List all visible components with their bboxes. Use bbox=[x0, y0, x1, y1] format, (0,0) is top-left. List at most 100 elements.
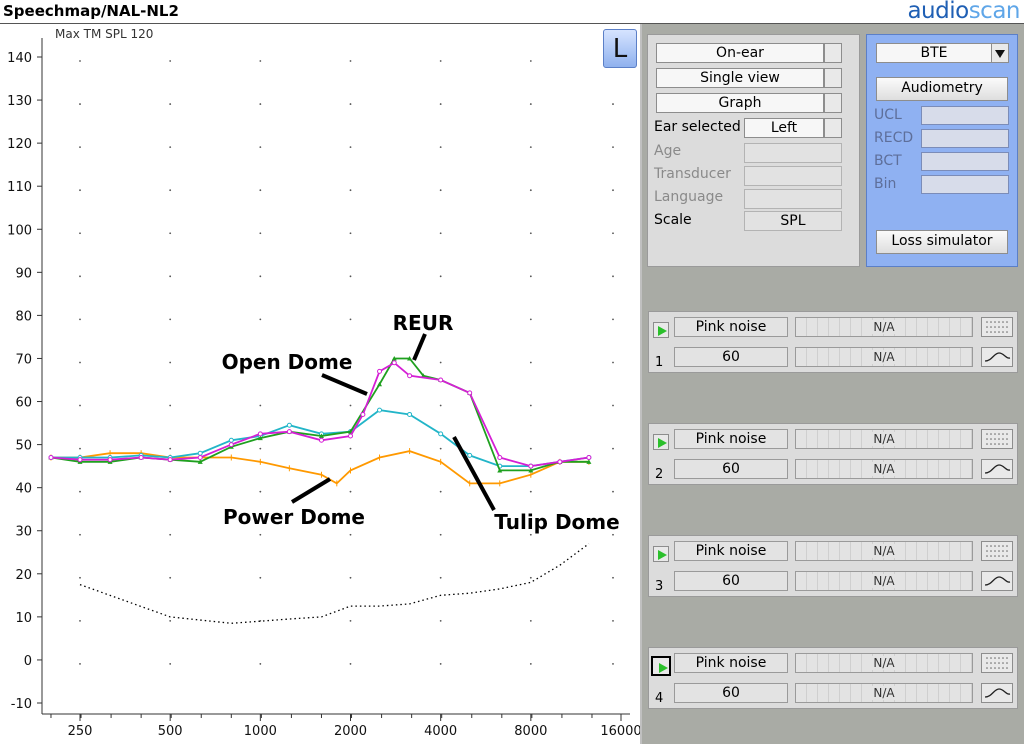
annotation-pointer bbox=[321, 373, 368, 396]
play-test-3-button[interactable] bbox=[653, 546, 669, 562]
max-tm-spl-label: Max TM SPL 120 bbox=[55, 27, 154, 41]
grid-dot bbox=[349, 189, 352, 192]
series-line-5 bbox=[79, 543, 590, 624]
loss-simulator-button[interactable]: Loss simulator bbox=[876, 230, 1008, 254]
grid-dot bbox=[79, 490, 81, 493]
mode-select[interactable]: On-ear bbox=[656, 43, 824, 63]
stimulus-select[interactable]: Pink noise bbox=[674, 653, 788, 673]
grid-dot bbox=[612, 447, 614, 450]
curve-icon[interactable] bbox=[981, 571, 1013, 591]
series-point bbox=[407, 411, 413, 417]
grid-dot bbox=[439, 447, 442, 450]
grid-dot bbox=[612, 189, 614, 192]
transducer-field bbox=[744, 166, 842, 186]
y-tick-label: 70 bbox=[15, 352, 32, 367]
mode-select-button[interactable] bbox=[824, 43, 842, 63]
grid-dot bbox=[612, 275, 614, 278]
audiometry-button[interactable]: Audiometry bbox=[876, 77, 1008, 101]
y-tick-label: -10 bbox=[11, 697, 32, 712]
grid-dot bbox=[349, 232, 352, 235]
test-panel-4: 4 Pink noise 60 N/A N/A bbox=[648, 647, 1018, 709]
app-title: Speechmap/NAL-NL2 bbox=[3, 2, 179, 20]
stimulus-select[interactable]: Pink noise bbox=[674, 541, 788, 561]
grid-dot bbox=[439, 318, 442, 321]
grid-dot bbox=[79, 275, 81, 278]
y-tick-label: 60 bbox=[15, 396, 32, 411]
play-test-1-button[interactable] bbox=[653, 322, 669, 338]
dot-grid-icon[interactable] bbox=[981, 653, 1013, 673]
dot-grid-icon[interactable] bbox=[981, 317, 1013, 337]
series-point bbox=[197, 450, 203, 456]
series-point bbox=[391, 360, 397, 366]
grid-dot bbox=[529, 533, 532, 536]
ucl-field bbox=[921, 106, 1009, 125]
device-type-dropdown-button[interactable] bbox=[991, 43, 1009, 63]
grid-dot bbox=[529, 619, 532, 622]
series-point bbox=[228, 442, 234, 448]
language-label: Language bbox=[654, 189, 724, 205]
level-select[interactable]: 60 bbox=[674, 683, 788, 703]
settings-panel: On-ear Single view Graph Ear selected Le… bbox=[647, 34, 860, 267]
display-select[interactable]: Graph bbox=[656, 93, 824, 113]
grid-dot bbox=[349, 361, 352, 364]
series-point bbox=[377, 381, 383, 387]
speechmap-chart[interactable]: -10 0 10 20 30 40 50 60 70 80 90 100 110 120 130 140 250… bbox=[0, 24, 642, 744]
dot-grid-icon[interactable] bbox=[981, 541, 1013, 561]
y-tick-label: 50 bbox=[15, 439, 32, 454]
curve-icon[interactable] bbox=[981, 347, 1013, 367]
grid-dot bbox=[439, 663, 442, 665]
series-point bbox=[467, 390, 473, 396]
result-bottom-field: N/A bbox=[795, 459, 973, 479]
grid-dot bbox=[259, 576, 262, 579]
grid-dot bbox=[169, 318, 172, 321]
ear-selected-field[interactable]: Left bbox=[744, 118, 824, 138]
dot-grid-icon[interactable] bbox=[981, 429, 1013, 449]
grid-dot bbox=[612, 404, 614, 407]
grid-dot bbox=[169, 60, 172, 62]
grid-dot bbox=[529, 189, 532, 192]
ear-indicator-button[interactable]: L bbox=[603, 29, 637, 68]
curve-icon[interactable] bbox=[981, 683, 1013, 703]
result-bottom-field: N/A bbox=[795, 683, 973, 703]
grid-dot bbox=[79, 447, 81, 450]
series-point bbox=[348, 433, 353, 439]
y-tick-label: 90 bbox=[15, 266, 32, 281]
grid-dot bbox=[169, 275, 172, 278]
ear-selected-button[interactable] bbox=[824, 118, 842, 138]
display-select-button[interactable] bbox=[824, 93, 842, 113]
level-select[interactable]: 60 bbox=[674, 347, 788, 367]
test-index: 2 bbox=[655, 467, 664, 482]
result-top-field: N/A bbox=[795, 317, 973, 337]
ear-selected-label: Ear selected bbox=[654, 119, 741, 135]
grid-dot bbox=[169, 533, 172, 536]
scale-label: Scale bbox=[654, 212, 692, 228]
result-top-field: N/A bbox=[795, 653, 973, 673]
stimulus-select[interactable]: Pink noise bbox=[674, 429, 788, 449]
level-select[interactable]: 60 bbox=[674, 459, 788, 479]
grid-dot bbox=[439, 60, 442, 62]
grid-dot bbox=[612, 576, 614, 579]
grid-dot bbox=[439, 404, 442, 407]
result-bottom-field: N/A bbox=[795, 571, 973, 591]
device-type-select[interactable]: BTE bbox=[876, 43, 992, 63]
play-test-4-button[interactable] bbox=[651, 656, 671, 676]
series-point bbox=[528, 467, 534, 473]
view-select[interactable]: Single view bbox=[656, 68, 824, 88]
curve-icon[interactable] bbox=[981, 459, 1013, 479]
bct-field bbox=[921, 152, 1009, 171]
series-point bbox=[497, 455, 503, 461]
level-select[interactable]: 60 bbox=[674, 571, 788, 591]
test-panel-1: 1 Pink noise 60 N/A N/A bbox=[648, 311, 1018, 373]
grid-dot bbox=[169, 189, 172, 192]
grid-dot bbox=[612, 318, 614, 321]
grid-dot bbox=[612, 361, 614, 364]
view-select-button[interactable] bbox=[824, 68, 842, 88]
stimulus-select[interactable]: Pink noise bbox=[674, 317, 788, 337]
grid-dot bbox=[612, 619, 614, 622]
series-point bbox=[138, 455, 144, 461]
annotation-label: Open Dome bbox=[222, 350, 353, 374]
series-point bbox=[318, 437, 324, 443]
series-point bbox=[77, 457, 83, 463]
grid-dot bbox=[529, 103, 532, 105]
play-test-2-button[interactable] bbox=[653, 434, 669, 450]
